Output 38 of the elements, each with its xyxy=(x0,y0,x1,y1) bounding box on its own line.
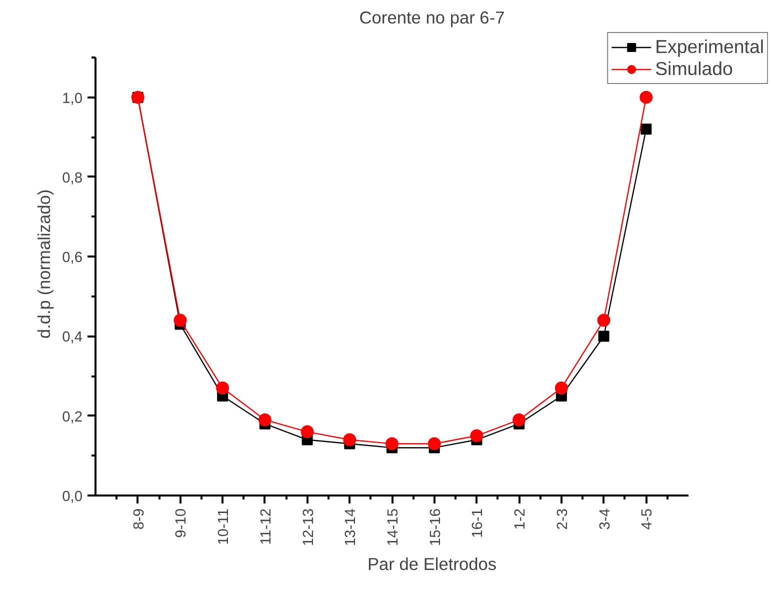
point xyxy=(597,314,610,327)
x-tick-label: 2-3 xyxy=(554,508,571,530)
point xyxy=(470,429,484,442)
x-tick-label: 4-5 xyxy=(640,508,656,530)
point xyxy=(386,437,398,450)
y-tick-label: 1,0 xyxy=(62,90,82,107)
point xyxy=(512,413,526,426)
x-tick-label: 8-9 xyxy=(131,508,148,530)
point xyxy=(428,437,441,450)
x-tick-label: 11-12 xyxy=(258,508,274,545)
chart-title: Corente no par 6-7 xyxy=(359,8,505,28)
point xyxy=(554,382,568,394)
legend-label: Experimental xyxy=(655,36,764,58)
y-tick-label: 0,4 xyxy=(62,330,82,346)
x-axis-title: Par de Eletrodos xyxy=(367,554,497,574)
y-tick-label: 0,6 xyxy=(62,250,82,266)
x-tick-label: 9-10 xyxy=(174,508,190,538)
y-tick-label: 0,2 xyxy=(62,409,82,426)
x-tick-label: 13-14 xyxy=(343,508,360,546)
x-tick-label: 16-1 xyxy=(470,508,486,538)
point xyxy=(216,382,230,394)
legend-label: Simulado xyxy=(655,58,733,80)
point xyxy=(598,330,610,342)
point xyxy=(640,90,653,104)
point xyxy=(300,425,314,438)
point xyxy=(343,433,356,446)
x-tick-label: 10-11 xyxy=(216,508,232,545)
x-tick-label: 14-15 xyxy=(386,508,402,546)
y-axis-title: d.d.p (normalizado) xyxy=(34,189,54,339)
x-tick-label: 15-16 xyxy=(428,508,444,546)
point xyxy=(174,314,187,327)
y-tick-label: 0,8 xyxy=(62,170,82,186)
point xyxy=(640,124,652,135)
point xyxy=(258,413,272,426)
x-tick-label: 1-2 xyxy=(512,508,529,530)
x-tick-label: 12-13 xyxy=(300,508,317,546)
y-tick-label: 0,0 xyxy=(62,489,82,505)
x-tick-label: 3-4 xyxy=(597,508,614,530)
